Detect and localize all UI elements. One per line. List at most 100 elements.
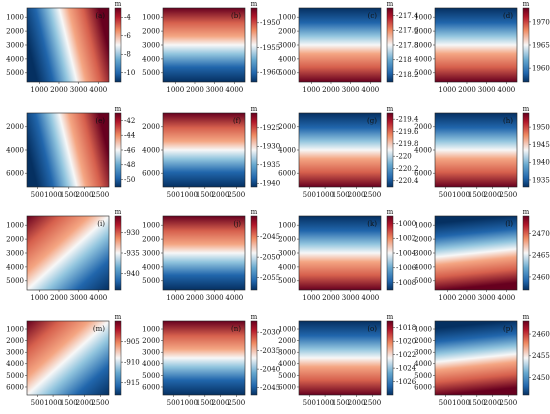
x-tick-label: 1000: [438, 294, 456, 302]
x-tick-label: 4000: [361, 86, 379, 94]
panel-label: (p): [503, 325, 513, 333]
panel-label: (l): [505, 220, 513, 228]
y-tick-label: 4000: [278, 146, 296, 154]
panel-c: (c)1000 2000 3000 400010002000300040005000m…: [278, 0, 419, 94]
y-tick-label: 3000: [142, 41, 160, 49]
x-tick-label: 1500: [332, 399, 350, 407]
heatmap-field: [163, 113, 245, 187]
colorbar-unit: m: [387, 105, 394, 113]
y-tick-label: 1000: [414, 325, 432, 333]
colorbar-tick-label: -2050: [260, 254, 280, 262]
x-tick-label: 1500: [196, 399, 214, 407]
x-tick-label: 1500: [468, 191, 486, 199]
x-tick-label: 1000: [302, 86, 320, 94]
colorbar-tick-label: -50: [124, 176, 135, 184]
heatmap-field: [163, 216, 245, 290]
y-tick-label: 5000: [414, 69, 432, 77]
x-tick-label: 2000: [322, 86, 340, 94]
y-tick-label: 1000: [6, 222, 24, 230]
y-tick-label: 6000: [142, 170, 160, 178]
y-tick-label: 2000: [278, 235, 296, 243]
y-tick-label: 6000: [414, 170, 432, 178]
colorbar-unit: m: [523, 208, 530, 216]
y-tick-label: 1000: [278, 325, 296, 333]
colorbar-tick-label: 1960: [532, 65, 550, 73]
x-tick-label: 1000: [180, 191, 198, 199]
colorbar: [250, 215, 258, 291]
colorbar-tick-label: -1925: [260, 124, 280, 132]
y-tick-label: 3000: [278, 249, 296, 257]
colorbar-unit: m: [115, 105, 122, 113]
colorbar: [522, 7, 530, 83]
x-tick-label: 500: [303, 191, 316, 199]
x-tick-label: 2000: [458, 86, 476, 94]
y-tick-label: 5000: [6, 277, 24, 285]
colorbar-tick-label: -6: [124, 32, 131, 40]
colorbar: [250, 112, 258, 188]
heatmap-field: [299, 113, 381, 187]
colorbar-tick-label: -220.2: [396, 165, 418, 173]
panel-label: (o): [367, 325, 377, 333]
colorbar-unit: m: [523, 313, 530, 321]
colorbar: [114, 320, 122, 396]
y-tick-label: 5000: [278, 372, 296, 380]
heatmap-field: [163, 8, 245, 82]
panel-label: (f): [233, 117, 241, 125]
y-tick-label: 2000: [142, 337, 160, 345]
plot-frame: [298, 320, 382, 396]
colorbar-tick-label: -1000: [396, 220, 416, 228]
colorbar-tick-label: -1020: [396, 338, 416, 346]
panel-l: (l)1000 2000 3000 400010002000300040005000m…: [414, 208, 550, 302]
plot-frame: [434, 320, 518, 396]
colorbar: [114, 215, 122, 291]
colorbar-tick-label: -2045: [260, 233, 280, 241]
x-tick-label: 2000: [212, 191, 230, 199]
x-tick-label: 2000: [348, 191, 366, 199]
x-tick-label: 3000: [478, 294, 496, 302]
x-tick-label: 4000: [361, 294, 379, 302]
colorbar-unit: m: [115, 208, 122, 216]
colorbar-tick-label: -910: [124, 359, 140, 367]
x-tick-label: 2500: [91, 191, 109, 199]
colorbar-tick-label: -1002: [396, 235, 416, 243]
colorbar-tick-label: -1022: [396, 351, 416, 359]
colorbar-tick-label: -1018: [396, 324, 416, 332]
heatmap-field: [27, 113, 109, 187]
x-tick-label: 2000: [50, 294, 68, 302]
y-tick-label: 4000: [142, 55, 160, 63]
panel-label: (b): [231, 12, 241, 20]
heatmap-field: [27, 8, 109, 82]
x-tick-label: 2000: [458, 294, 476, 302]
colorbar-tick-label: -2045: [260, 384, 280, 392]
y-tick-label: 6000: [278, 383, 296, 391]
y-tick-label: 6000: [414, 383, 432, 391]
colorbar-unit: m: [251, 0, 258, 8]
y-tick-label: 1000: [278, 222, 296, 230]
x-tick-label: 3000: [206, 86, 224, 94]
colorbar-tick-label: -1006: [396, 264, 417, 272]
colorbar-tick-label: 2455: [532, 352, 550, 360]
x-tick-label: 500: [439, 399, 452, 407]
plot-frame: [26, 320, 110, 396]
panel-e: (e)500 1000150020002500200040006000m-42-4…: [6, 105, 136, 199]
colorbar-tick-label: 2450: [532, 374, 550, 382]
colorbar-tick-label: -940: [124, 270, 140, 278]
panel-label: (k): [367, 220, 377, 228]
y-tick-label: 4000: [6, 360, 24, 368]
colorbar-tick-label: 1950: [532, 123, 550, 131]
colorbar-tick-label: 1945: [532, 141, 550, 149]
y-tick-label: 4000: [6, 146, 24, 154]
x-tick-label: 2000: [76, 399, 94, 407]
y-tick-label: 5000: [278, 277, 296, 285]
colorbar-tick-label: -2055: [260, 274, 280, 282]
colorbar-tick-label: -1004: [396, 249, 417, 257]
x-tick-label: 3000: [70, 86, 88, 94]
panel-g: (g)500 1000150020002500200040006000m-219.…: [278, 105, 419, 199]
y-tick-label: 2000: [414, 27, 432, 35]
x-tick-label: 2500: [363, 191, 381, 199]
panel-label: (m): [93, 325, 105, 333]
heatmap-field: [435, 321, 517, 395]
y-tick-label: 3000: [142, 249, 160, 257]
y-tick-label: 1000: [142, 222, 160, 230]
